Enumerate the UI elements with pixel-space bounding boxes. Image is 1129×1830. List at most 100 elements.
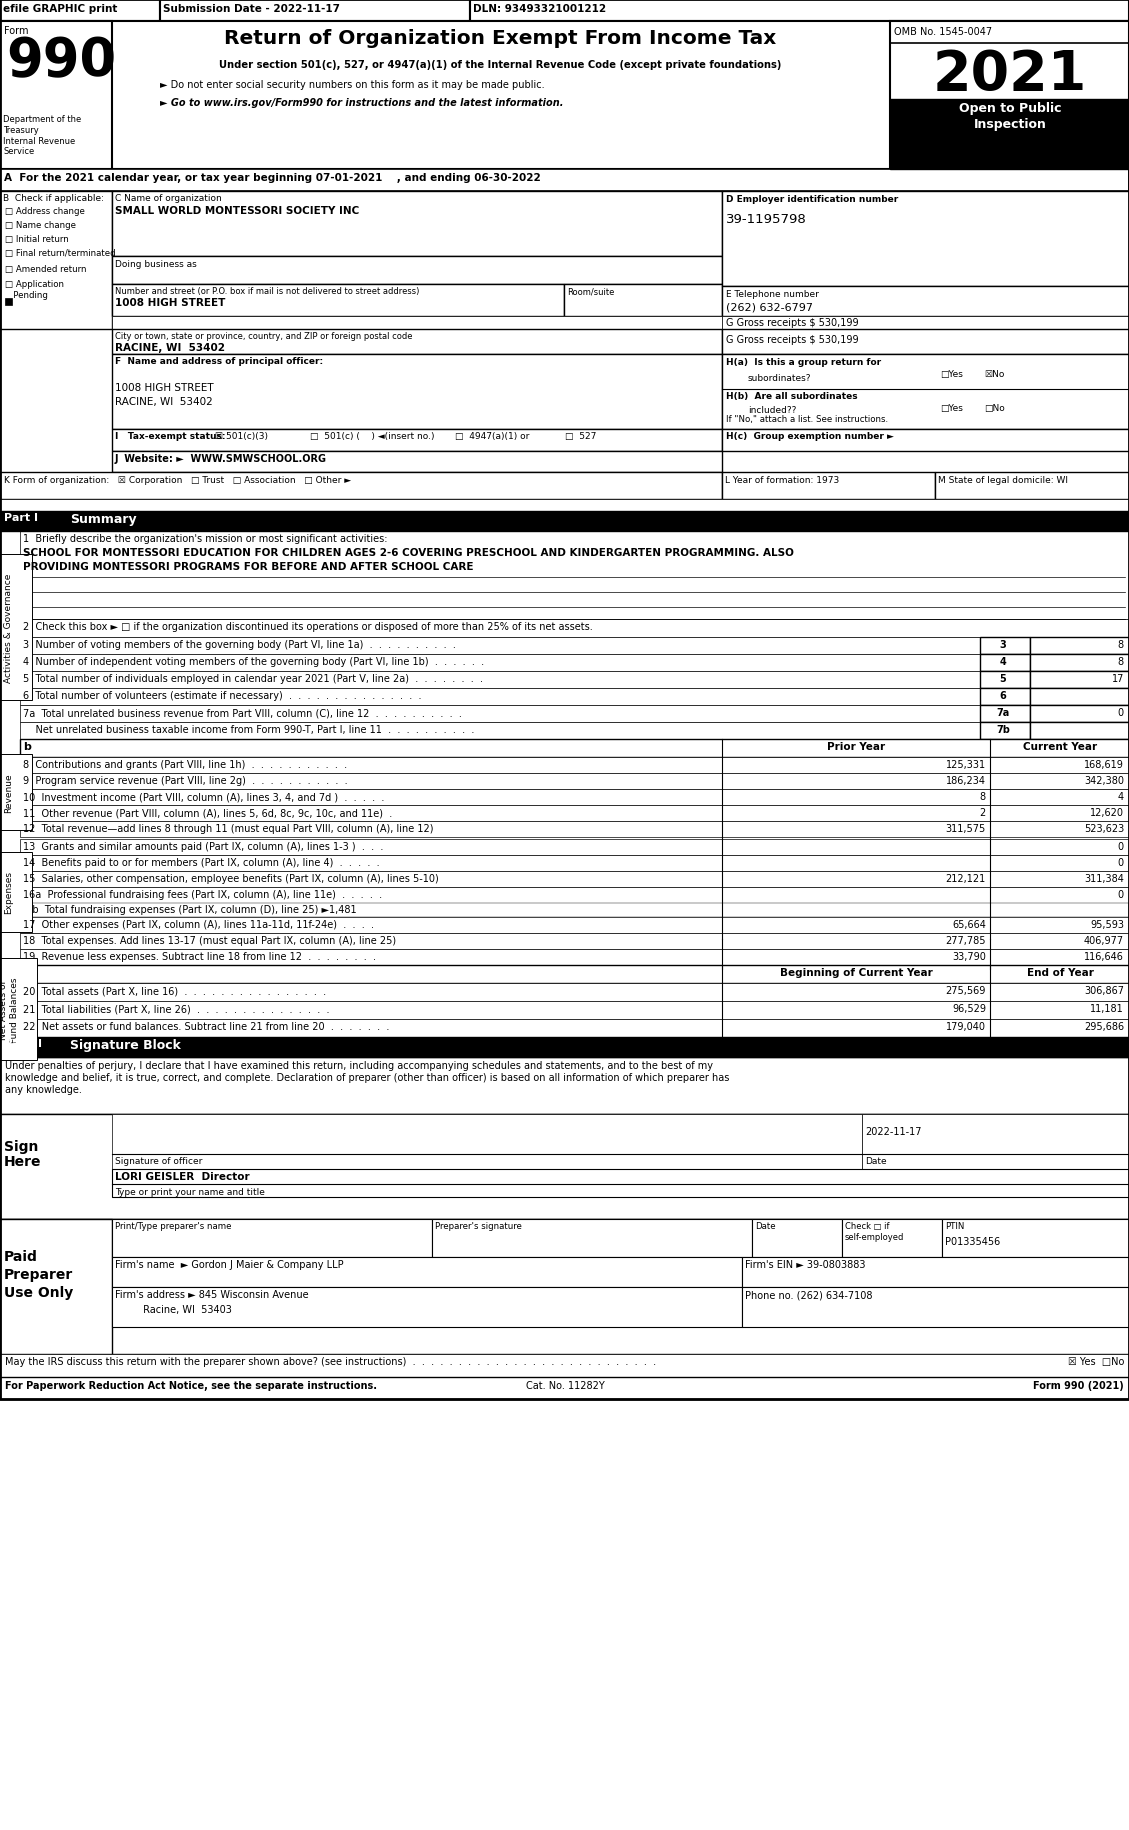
Text: Signature Block: Signature Block xyxy=(70,1038,181,1052)
Text: 16a  Professional fundraising fees (Part IX, column (A), line 11e)  .  .  .  .  : 16a Professional fundraising fees (Part … xyxy=(23,889,382,900)
Text: Preparer's signature: Preparer's signature xyxy=(435,1221,522,1230)
Bar xyxy=(20,723,980,739)
Text: Number and street (or P.O. box if mail is not delivered to street address): Number and street (or P.O. box if mail i… xyxy=(115,287,419,296)
Text: □Yes: □Yes xyxy=(940,404,963,414)
Bar xyxy=(723,840,990,856)
Text: RACINE, WI  53402: RACINE, WI 53402 xyxy=(115,397,212,406)
Text: Here: Here xyxy=(5,1155,42,1168)
Text: 2021: 2021 xyxy=(933,48,1087,102)
Bar xyxy=(723,287,1129,317)
Text: 5: 5 xyxy=(999,673,1006,684)
Text: Part I: Part I xyxy=(5,512,38,523)
Text: 277,785: 277,785 xyxy=(945,935,986,946)
Text: M State of legal domicile: WI: M State of legal domicile: WI xyxy=(938,476,1068,485)
Text: Type or print your name and title: Type or print your name and title xyxy=(115,1188,265,1197)
Text: Current Year: Current Year xyxy=(1023,741,1097,752)
Bar xyxy=(723,1019,990,1038)
Text: Pending: Pending xyxy=(5,291,47,300)
Text: 65,664: 65,664 xyxy=(952,919,986,930)
Text: City or town, state or province, country, and ZIP or foreign postal code: City or town, state or province, country… xyxy=(115,331,412,340)
Bar xyxy=(0,1219,1129,1354)
Bar xyxy=(20,822,723,838)
Bar xyxy=(723,1001,990,1019)
Bar xyxy=(0,1354,1129,1378)
Text: 186,234: 186,234 xyxy=(946,776,986,785)
Text: 1008 HIGH STREET: 1008 HIGH STREET xyxy=(115,298,226,307)
Bar xyxy=(0,0,160,22)
Bar xyxy=(990,758,1129,774)
Text: □  527: □ 527 xyxy=(564,432,596,441)
Bar xyxy=(723,789,990,805)
Text: 2  Check this box ► □ if the organization discontinued its operations or dispose: 2 Check this box ► □ if the organization… xyxy=(23,622,593,631)
Text: Firm's address ► 845 Wisconsin Avenue: Firm's address ► 845 Wisconsin Avenue xyxy=(115,1290,308,1299)
Text: 96,529: 96,529 xyxy=(952,1003,986,1014)
Text: 0: 0 xyxy=(1118,889,1124,900)
Bar xyxy=(20,706,980,723)
Bar xyxy=(0,1378,1129,1400)
Text: 406,977: 406,977 xyxy=(1084,935,1124,946)
Text: 7a: 7a xyxy=(997,708,1009,717)
Bar xyxy=(20,655,980,672)
Bar xyxy=(20,888,723,904)
Bar xyxy=(20,933,723,950)
Text: G Gross receipts $ 530,199: G Gross receipts $ 530,199 xyxy=(726,318,859,328)
Text: 12  Total revenue—add lines 8 through 11 (must equal Part VIII, column (A), line: 12 Total revenue—add lines 8 through 11 … xyxy=(23,824,434,833)
Text: 22  Net assets or fund balances. Subtract line 21 from line 20  .  .  .  .  .  .: 22 Net assets or fund balances. Subtract… xyxy=(23,1021,390,1032)
Text: 7a  Total unrelated business revenue from Part VIII, column (C), line 12  .  .  : 7a Total unrelated business revenue from… xyxy=(23,708,462,717)
Text: Use Only: Use Only xyxy=(5,1285,73,1299)
Bar xyxy=(112,1114,863,1169)
Bar xyxy=(0,1219,112,1354)
Bar xyxy=(0,0,1129,1400)
Bar xyxy=(0,22,112,170)
Text: 6: 6 xyxy=(999,690,1006,701)
Text: 19  Revenue less expenses. Subtract line 18 from line 12  .  .  .  .  .  .  .  .: 19 Revenue less expenses. Subtract line … xyxy=(23,952,376,961)
Bar xyxy=(990,888,1129,904)
Bar xyxy=(942,1219,1129,1257)
Bar xyxy=(0,1058,1129,1114)
Bar xyxy=(0,22,1129,170)
Bar xyxy=(0,1038,1129,1058)
Bar xyxy=(890,101,1129,170)
Bar xyxy=(990,917,1129,933)
Text: 0: 0 xyxy=(1118,842,1124,851)
Text: Form 990 (2021): Form 990 (2021) xyxy=(1033,1380,1124,1391)
Text: PTIN: PTIN xyxy=(945,1221,964,1230)
Bar xyxy=(20,688,980,706)
Text: If "No," attach a list. See instructions.: If "No," attach a list. See instructions… xyxy=(726,415,889,425)
Text: SMALL WORLD MONTESSORI SOCIETY INC: SMALL WORLD MONTESSORI SOCIETY INC xyxy=(115,207,359,216)
Text: b  Total fundraising expenses (Part IX, column (D), line 25) ►1,481: b Total fundraising expenses (Part IX, c… xyxy=(23,904,357,915)
Text: Submission Date - 2022-11-17: Submission Date - 2022-11-17 xyxy=(163,4,340,15)
Text: B  Check if applicable:: B Check if applicable: xyxy=(3,194,104,203)
Text: RACINE, WI  53402: RACINE, WI 53402 xyxy=(115,342,225,353)
Text: (262) 632-6797: (262) 632-6797 xyxy=(726,302,813,311)
Text: 6  Total number of volunteers (estimate if necessary)  .  .  .  .  .  .  .  .  .: 6 Total number of volunteers (estimate i… xyxy=(23,690,421,701)
Text: □  501(c) (    ) ◄(insert no.): □ 501(c) ( ) ◄(insert no.) xyxy=(310,432,435,441)
Text: PROVIDING MONTESSORI PROGRAMS FOR BEFORE AND AFTER SCHOOL CARE: PROVIDING MONTESSORI PROGRAMS FOR BEFORE… xyxy=(23,562,473,571)
Bar xyxy=(990,983,1129,1001)
Bar xyxy=(0,472,723,500)
Bar xyxy=(20,1001,723,1019)
Text: □ Address change: □ Address change xyxy=(5,207,85,216)
Text: 20  Total assets (Part X, line 16)  .  .  .  .  .  .  .  .  .  .  .  .  .  .  . : 20 Total assets (Part X, line 16) . . . … xyxy=(23,986,326,996)
Text: Signature of officer: Signature of officer xyxy=(115,1157,202,1166)
Bar xyxy=(112,1219,432,1257)
Bar xyxy=(0,1114,1129,1219)
Bar xyxy=(990,805,1129,822)
Text: 523,623: 523,623 xyxy=(1084,824,1124,833)
Text: Check □ if
self-employed: Check □ if self-employed xyxy=(844,1221,904,1241)
Bar xyxy=(980,706,1030,723)
Text: 212,121: 212,121 xyxy=(946,873,986,884)
Text: 39-1195798: 39-1195798 xyxy=(726,212,807,225)
Bar xyxy=(20,672,980,688)
Bar xyxy=(723,917,990,933)
Text: 33,790: 33,790 xyxy=(952,952,986,961)
Bar xyxy=(723,933,990,950)
Text: Summary: Summary xyxy=(70,512,137,525)
Text: 4  Number of independent voting members of the governing body (Part VI, line 1b): 4 Number of independent voting members o… xyxy=(23,657,484,666)
Text: Paid: Paid xyxy=(5,1250,38,1263)
Bar xyxy=(20,1019,723,1038)
Bar xyxy=(842,1219,942,1257)
Bar xyxy=(890,22,1129,170)
Text: □No: □No xyxy=(984,404,1005,414)
Text: 11,181: 11,181 xyxy=(1091,1003,1124,1014)
